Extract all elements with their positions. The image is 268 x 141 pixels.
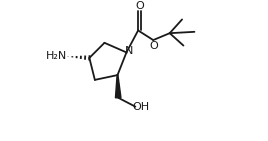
Text: H₂N: H₂N xyxy=(46,51,67,61)
Polygon shape xyxy=(116,75,121,98)
Text: O: O xyxy=(135,1,144,11)
Text: O: O xyxy=(150,41,158,51)
Text: N: N xyxy=(125,46,134,56)
Text: OH: OH xyxy=(132,102,150,112)
